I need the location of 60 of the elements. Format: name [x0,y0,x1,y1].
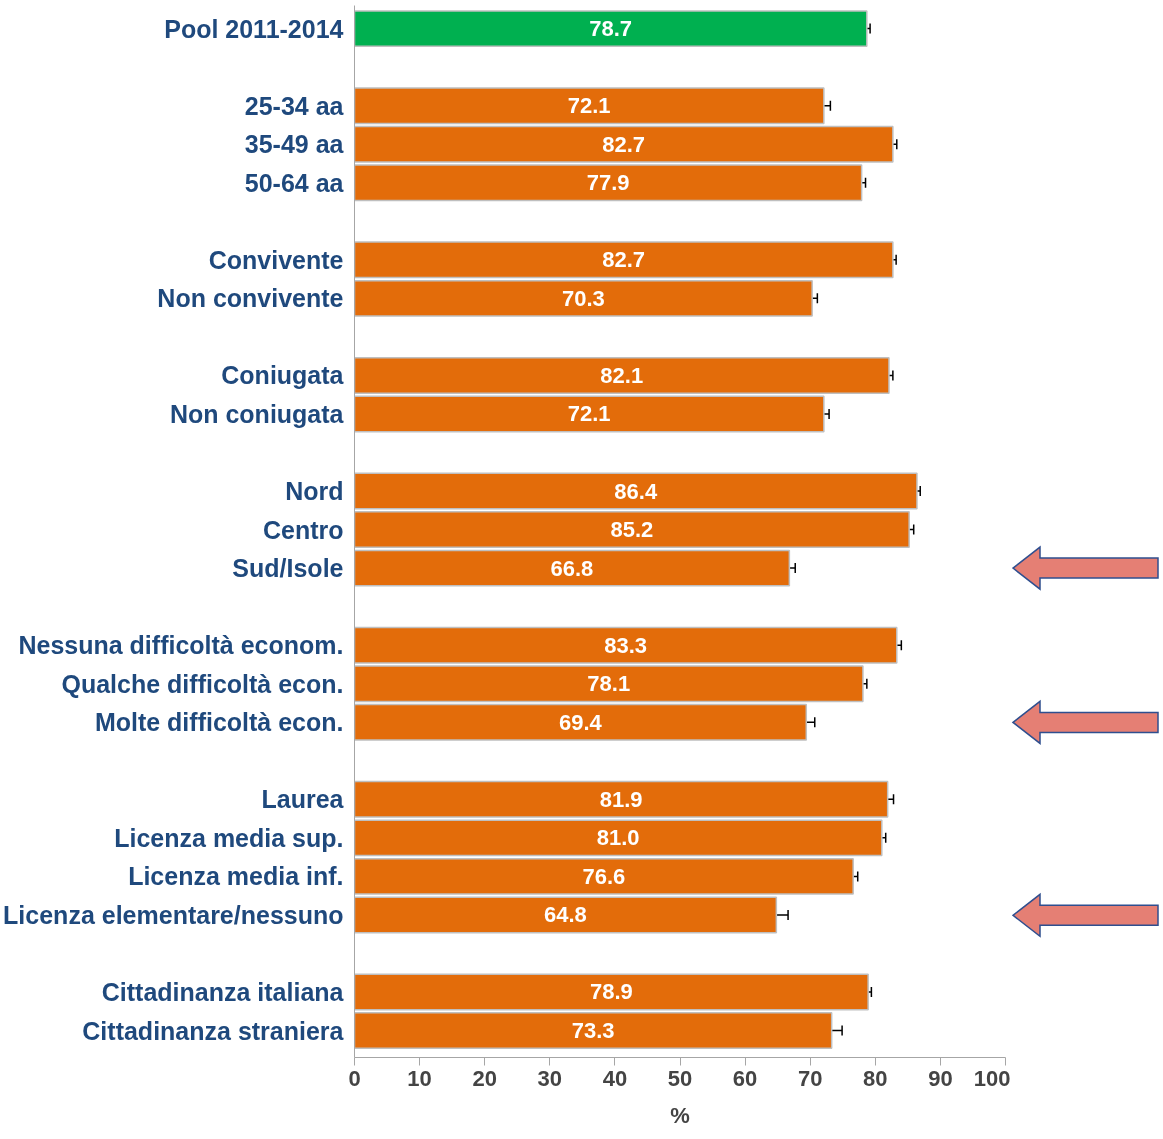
bar [354,10,868,48]
y-tick-label: Sud/Isole [232,554,344,583]
y-tick-label: Qualche difficoltà econ. [61,669,344,698]
bar [354,241,894,279]
y-tick-label: Licenza media inf. [128,862,344,891]
y-tick-label: Nessuna difficoltà econom. [18,631,344,660]
data-label: 72.1 [567,401,611,427]
y-tick-label: 35-49 aa [244,130,345,159]
x-tick-label: 70 [797,1065,823,1091]
bar [354,549,791,587]
data-label: 66.8 [550,555,594,581]
x-tick-label: 60 [732,1065,758,1091]
y-tick-label: Convivente [208,245,344,274]
data-label: 81.0 [596,825,640,851]
data-label: 78.9 [589,979,633,1005]
data-label: 82.1 [600,362,644,388]
x-tick-label: 20 [472,1065,497,1091]
x-tick-label: 100 [973,1065,1011,1091]
y-tick-label: Cittadinanza straniera [82,1016,345,1045]
data-label: 73.3 [571,1018,615,1044]
y-tick-label: Coniugata [221,361,345,390]
data-label: 86.4 [614,478,658,504]
bar [354,703,808,741]
data-label: 69.4 [558,709,603,735]
x-tick-label: 50 [667,1065,693,1091]
y-tick-label: Molte difficoltà econ. [94,708,344,737]
bar [354,973,869,1011]
y-tick-label: Laurea [261,785,345,814]
y-tick-label: Centro [262,515,344,544]
data-label: 81.9 [599,786,643,812]
data-label: 78.1 [587,671,631,697]
x-tick-label: 90 [928,1065,953,1091]
data-label: 82.7 [602,131,646,157]
y-tick-label: Nord [285,477,344,506]
y-tick-label: Licenza elementare/nessuno [3,900,344,929]
data-label: 85.2 [610,517,654,543]
data-label: 78.7 [589,16,633,42]
y-tick-label: Licenza media sup. [114,823,344,852]
x-axis-title: % [670,1102,690,1128]
data-label: 83.3 [604,632,648,658]
bar [354,1012,833,1049]
y-tick-label: Cittadinanza italiana [101,977,345,1006]
y-tick-label: Pool 2011-2014 [164,14,344,43]
data-label: 72.1 [567,93,611,119]
bar [354,279,813,317]
x-tick-label: 80 [863,1065,888,1091]
data-label: 77.9 [586,170,630,196]
y-tick-label: 50-64 aa [244,168,345,197]
bar [354,87,825,125]
data-label: 70.3 [561,285,605,311]
x-tick-label: 30 [537,1065,563,1091]
data-label: 64.8 [544,902,587,928]
x-tick-label: 0 [348,1065,361,1091]
data-label: 76.6 [582,863,626,889]
data-label: 82.7 [602,247,646,273]
x-tick-label: 40 [602,1065,628,1091]
y-tick-label: Non convivente [157,284,344,313]
x-tick-label: 10 [407,1065,432,1091]
y-tick-label: 25-34 aa [244,91,345,120]
y-tick-label: Non coniugata [169,399,345,428]
